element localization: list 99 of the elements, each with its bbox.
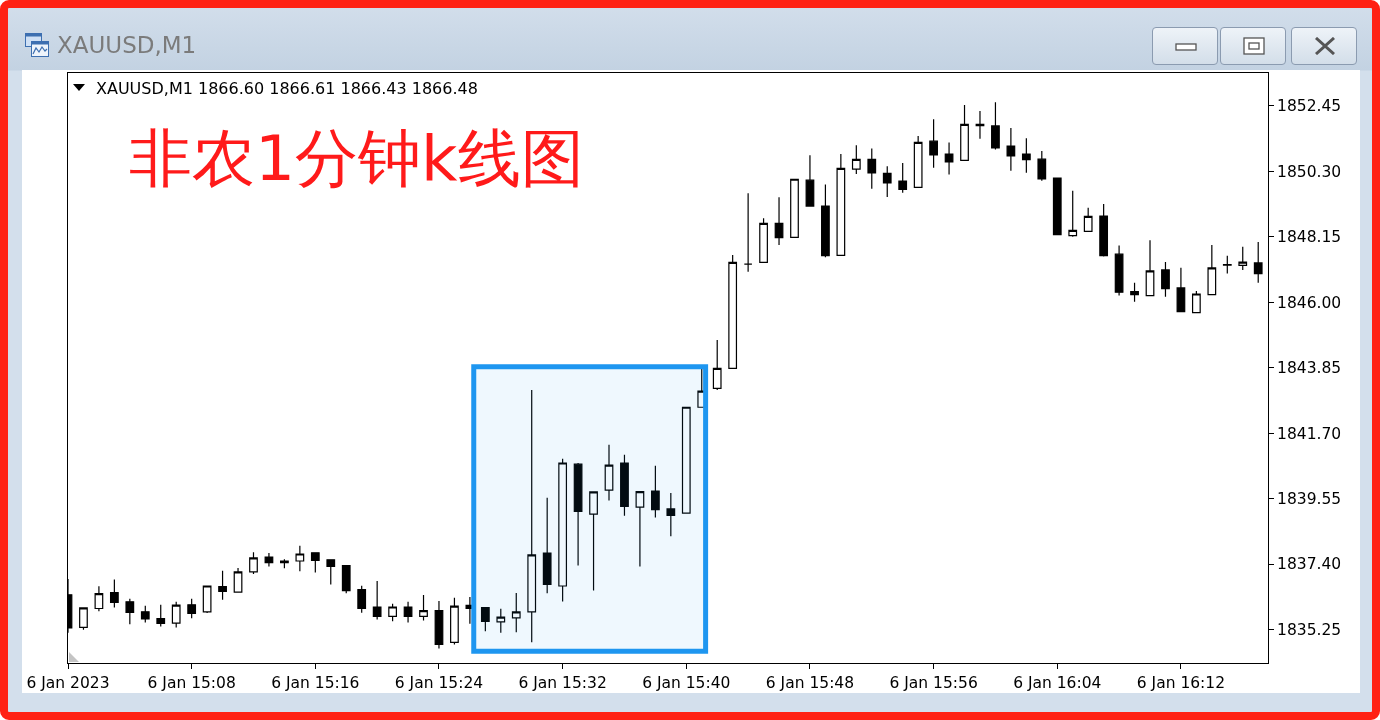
- x-tick-label: 6 Jan 15:56: [889, 673, 978, 692]
- candlestick: [650, 465, 660, 519]
- candlestick: [1006, 127, 1016, 172]
- candlestick: [1068, 190, 1078, 238]
- candlestick: [94, 585, 104, 612]
- candlestick: [109, 578, 119, 609]
- candlestick: [1099, 203, 1109, 258]
- candlestick: [681, 406, 691, 514]
- candlestick: [697, 366, 707, 408]
- y-tick-label: 1850.30: [1277, 162, 1342, 181]
- candlestick: [310, 552, 320, 574]
- candlestick: [558, 458, 568, 603]
- candlestick: [1083, 207, 1093, 232]
- candlestick: [728, 254, 738, 369]
- candlestick: [944, 141, 954, 175]
- candlestick: [620, 454, 629, 517]
- y-tick-label: 1835.25: [1277, 620, 1342, 639]
- candlestick: [589, 491, 598, 592]
- candlestick: [357, 585, 367, 614]
- candlestick: [867, 147, 877, 190]
- candlestick: [419, 594, 428, 621]
- x-tick-label: 6 Jan 15:32: [518, 673, 607, 692]
- candlestick: [542, 497, 552, 594]
- candlestick: [511, 592, 521, 633]
- candlestick: [790, 178, 799, 238]
- candlestick: [326, 558, 336, 586]
- candlestick: [202, 585, 212, 614]
- candlestick: [187, 598, 197, 619]
- annotation: XAUUSD,M1 1866.60 1866.61 1866.43 1866.48: [96, 79, 478, 98]
- y-tick-label: 1841.70: [1277, 424, 1342, 443]
- candlestick: [882, 165, 892, 198]
- candlestick: [156, 604, 166, 628]
- candlestick: [1145, 239, 1155, 297]
- candlestick: [991, 101, 1000, 151]
- candlestick: [403, 601, 413, 624]
- y-tick-label: 1852.45: [1277, 97, 1342, 116]
- candlestick: [125, 598, 135, 625]
- candlestick: [527, 389, 537, 643]
- candlestick: [743, 192, 753, 273]
- x-tick-label: 6 Jan 15:24: [394, 673, 484, 692]
- candlestick: [975, 110, 985, 140]
- y-tick-label: 1848.15: [1277, 228, 1342, 247]
- candlestick: [1114, 245, 1124, 297]
- candlestick: [1037, 150, 1047, 182]
- candlestick: [465, 596, 475, 625]
- candlestick: [264, 552, 274, 568]
- candlestick: [898, 162, 908, 194]
- candlestick: [1238, 246, 1248, 271]
- candlestick: [1052, 176, 1062, 236]
- candlestick: [929, 118, 938, 169]
- candlestick: [218, 570, 227, 601]
- x-tick-label: 6 Jan 16:12: [1136, 673, 1226, 692]
- candlestick: [171, 601, 181, 628]
- x-tick-label: 6 Jan 2023: [26, 673, 110, 692]
- candlestick: [480, 606, 490, 632]
- candlestick: [821, 183, 830, 258]
- candlestick: [1253, 241, 1263, 284]
- candlestick: [450, 597, 459, 646]
- candlestick: [434, 600, 444, 649]
- candlestick: [79, 607, 88, 631]
- candlestick: [805, 154, 815, 208]
- candlestick: [140, 605, 150, 624]
- y-tick-label: 1843.85: [1277, 359, 1342, 378]
- candlestick: [388, 603, 397, 622]
- candlestick: [1021, 137, 1031, 174]
- x-tick-label: 6 Jan 15:40: [642, 673, 731, 692]
- candlestick: [1207, 244, 1217, 296]
- candlestick: [1222, 255, 1232, 275]
- candlestick: [851, 144, 861, 175]
- candlestick: [712, 339, 722, 391]
- candlestick: [666, 492, 676, 537]
- candlestick: [295, 545, 305, 572]
- x-tick-label: 6 Jan 15:48: [765, 673, 855, 692]
- y-tick-label: 1837.40: [1277, 555, 1342, 574]
- candlestick: [1130, 282, 1139, 303]
- text: XAUUSD,M1: [57, 32, 197, 59]
- x-tick-label: 6 Jan 15:16: [271, 673, 360, 692]
- candlestick: [604, 444, 614, 502]
- x-tick-label: 6 Jan 16:04: [1013, 673, 1102, 692]
- candlestick: [233, 567, 243, 593]
- candlestick: [1176, 267, 1186, 313]
- candlestick: [913, 135, 923, 189]
- text: 非农1分钟k线图: [129, 121, 584, 195]
- y-tick-label: 1846.00: [1277, 293, 1342, 312]
- candlestick: [496, 608, 506, 634]
- candlestick: [372, 580, 382, 621]
- x-tick-label: 6 Jan 15:08: [147, 673, 236, 692]
- candlestick: [573, 462, 583, 567]
- candlestick: [635, 491, 645, 568]
- candlestick: [1161, 261, 1170, 298]
- candlestick: [960, 104, 969, 161]
- candlestick: [774, 196, 784, 246]
- y-tick-label: 1839.55: [1277, 490, 1342, 509]
- candlestick: [249, 551, 258, 575]
- candlestick: [759, 217, 768, 263]
- candlestick: [341, 564, 351, 594]
- candlestick: [280, 558, 289, 569]
- candlestick: [836, 153, 846, 256]
- candlestick: [1191, 290, 1201, 314]
